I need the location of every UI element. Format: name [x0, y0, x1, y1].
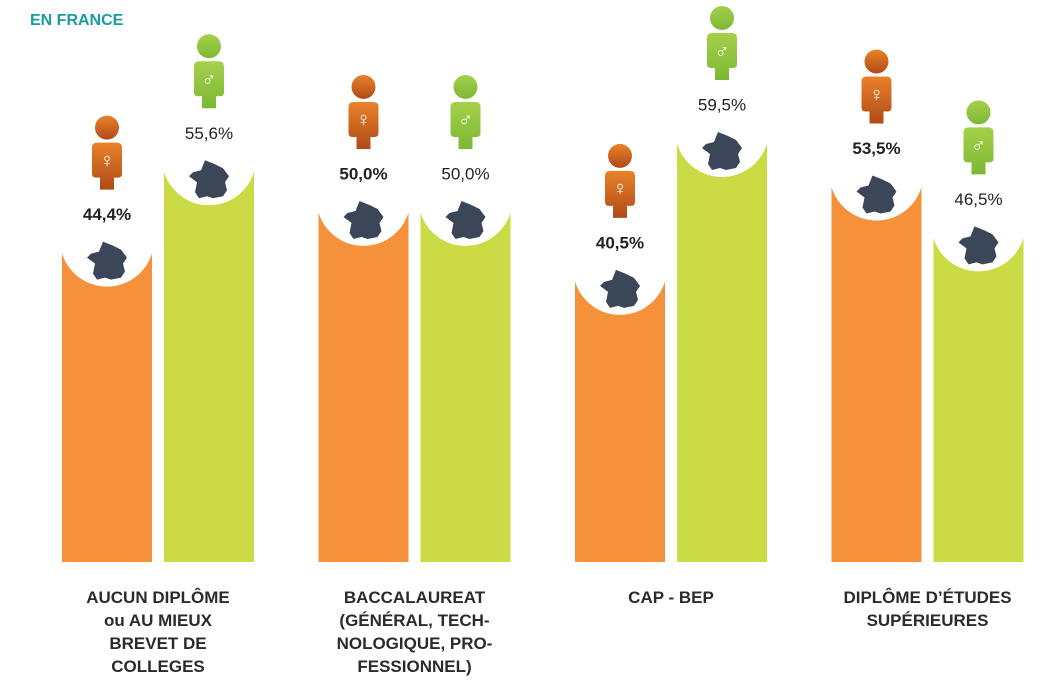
icon-symbol: ♂: [458, 109, 473, 131]
bar-notch: [418, 151, 513, 246]
icon-body: [861, 76, 892, 124]
bar: [575, 267, 665, 562]
value-label: 50,0%: [441, 164, 489, 183]
icon-symbol: ♀: [869, 84, 884, 106]
chart-title: EN FRANCE: [30, 12, 124, 29]
bar-notch: [829, 126, 924, 221]
bar: [677, 129, 767, 563]
person-icon: ♂: [963, 100, 994, 175]
france-map: [600, 269, 640, 308]
x-tick-label: BACCALAUREAT (GÉNÉRAL, TECH- NOLOGIQUE, …: [336, 588, 493, 676]
value-label: 40,5%: [596, 233, 644, 252]
france-map: [343, 200, 384, 239]
icon-head: [864, 49, 889, 74]
value-label: 53,5%: [852, 139, 900, 158]
icon-head: [197, 34, 221, 59]
france-map: [702, 131, 742, 170]
bar: [831, 173, 922, 562]
bar-notch: [675, 82, 769, 177]
icon-head: [351, 74, 376, 99]
icon-head: [966, 100, 991, 125]
icon-body: [963, 127, 994, 175]
x-tick-label: DIPLÔME D’ÉTUDES SUPÉRIEURES: [843, 588, 1012, 630]
person-icon: ♂: [707, 5, 737, 80]
icon-symbol: ♀: [613, 178, 628, 200]
france-map: [958, 226, 999, 265]
bar: [420, 198, 511, 562]
icon-body: [194, 61, 224, 109]
icon-body: [707, 32, 737, 80]
icon-symbol: ♂: [971, 135, 986, 157]
icon-body: [605, 170, 635, 218]
icon-symbol: ♀: [100, 150, 115, 172]
bar-notch: [60, 192, 154, 287]
icon-head: [453, 74, 478, 99]
value-label: 55,6%: [185, 124, 233, 143]
icon-symbol: ♂: [715, 40, 730, 62]
person-icon: ♂: [194, 34, 224, 109]
france-map: [445, 200, 486, 239]
bar-notch: [162, 111, 256, 206]
bar-notch: [931, 177, 1026, 272]
icon-body: [92, 142, 122, 190]
bar: [164, 158, 254, 562]
bar-notch: [573, 220, 667, 315]
value-label: 59,5%: [698, 95, 746, 114]
icon-head: [608, 143, 632, 168]
icon-body: [450, 101, 481, 149]
france-map: [87, 241, 127, 280]
icon-symbol: ♂: [202, 69, 217, 91]
france-map: [856, 175, 897, 214]
x-tick-label: AUCUN DIPLÔME ou AU MIEUX BREVET DE COLL…: [86, 588, 230, 676]
value-label: 50,0%: [339, 164, 387, 183]
person-icon: ♀: [92, 115, 122, 190]
person-icon: ♂: [450, 74, 481, 149]
icon-body: [348, 101, 379, 149]
bar: [933, 224, 1024, 563]
value-label: 46,5%: [954, 190, 1002, 209]
person-icon: ♀: [605, 143, 635, 218]
icon-head: [95, 115, 119, 140]
x-tick-label: CAP - BEP: [628, 588, 714, 607]
person-icon: ♀: [861, 49, 892, 124]
bar-notch: [316, 151, 411, 246]
france-map: [189, 160, 229, 199]
icon-symbol: ♀: [356, 109, 371, 131]
bar: [318, 198, 409, 562]
person-icon: ♀: [348, 74, 379, 149]
bar: [62, 239, 152, 562]
icon-head: [710, 5, 734, 30]
value-label: 44,4%: [83, 205, 131, 224]
